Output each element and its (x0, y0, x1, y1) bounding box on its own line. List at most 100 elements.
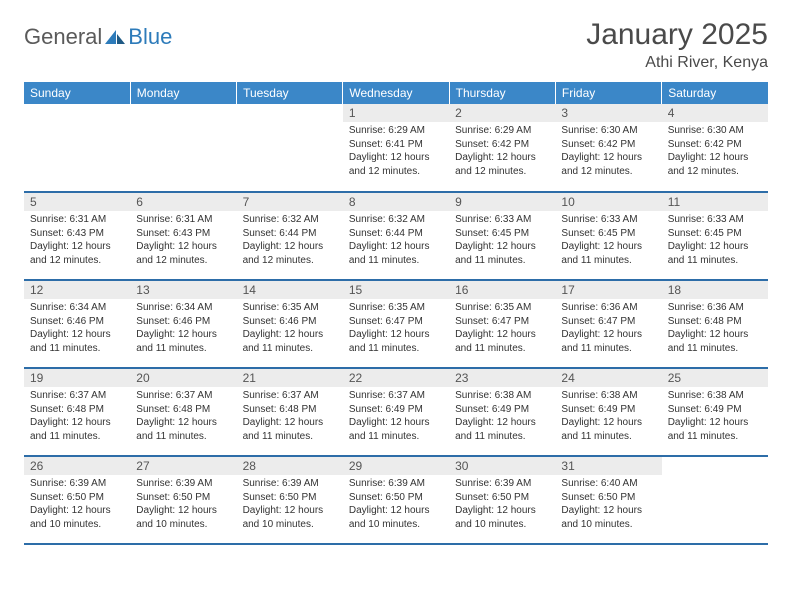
sunset-text: Sunset: 6:42 PM (455, 138, 549, 152)
day-info: Sunrise: 6:38 AMSunset: 6:49 PMDaylight:… (555, 387, 661, 447)
sunrise-text: Sunrise: 6:32 AM (349, 213, 443, 227)
calendar-day-cell: 6Sunrise: 6:31 AMSunset: 6:43 PMDaylight… (130, 192, 236, 280)
sunrise-text: Sunrise: 6:36 AM (668, 301, 762, 315)
day-info: Sunrise: 6:32 AMSunset: 6:44 PMDaylight:… (343, 211, 449, 271)
sunset-text: Sunset: 6:44 PM (243, 227, 337, 241)
sunset-text: Sunset: 6:48 PM (136, 403, 230, 417)
day-info: Sunrise: 6:35 AMSunset: 6:47 PMDaylight:… (449, 299, 555, 359)
calendar-day-cell (237, 104, 343, 192)
calendar-day-cell: 7Sunrise: 6:32 AMSunset: 6:44 PMDaylight… (237, 192, 343, 280)
sunset-text: Sunset: 6:49 PM (349, 403, 443, 417)
daylight-text: Daylight: 12 hours and 12 minutes. (136, 240, 230, 267)
sunset-text: Sunset: 6:45 PM (561, 227, 655, 241)
day-info: Sunrise: 6:35 AMSunset: 6:47 PMDaylight:… (343, 299, 449, 359)
weekday-header: Sunday (24, 82, 130, 104)
calendar-day-cell: 14Sunrise: 6:35 AMSunset: 6:46 PMDayligh… (237, 280, 343, 368)
sunrise-text: Sunrise: 6:33 AM (561, 213, 655, 227)
calendar-day-cell (24, 104, 130, 192)
daylight-text: Daylight: 12 hours and 11 minutes. (455, 416, 549, 443)
daylight-text: Daylight: 12 hours and 11 minutes. (668, 240, 762, 267)
weekday-header: Monday (130, 82, 236, 104)
logo-text-blue: Blue (128, 24, 172, 50)
sunset-text: Sunset: 6:46 PM (136, 315, 230, 329)
day-info: Sunrise: 6:30 AMSunset: 6:42 PMDaylight:… (662, 122, 768, 182)
sunrise-text: Sunrise: 6:34 AM (30, 301, 124, 315)
sunset-text: Sunset: 6:41 PM (349, 138, 443, 152)
day-info: Sunrise: 6:37 AMSunset: 6:48 PMDaylight:… (237, 387, 343, 447)
day-info: Sunrise: 6:34 AMSunset: 6:46 PMDaylight:… (24, 299, 130, 359)
day-number: 24 (555, 369, 661, 387)
sunset-text: Sunset: 6:50 PM (136, 491, 230, 505)
daylight-text: Daylight: 12 hours and 10 minutes. (455, 504, 549, 531)
sunrise-text: Sunrise: 6:38 AM (561, 389, 655, 403)
calendar-day-cell: 16Sunrise: 6:35 AMSunset: 6:47 PMDayligh… (449, 280, 555, 368)
day-number: 22 (343, 369, 449, 387)
calendar-day-cell: 3Sunrise: 6:30 AMSunset: 6:42 PMDaylight… (555, 104, 661, 192)
sunset-text: Sunset: 6:49 PM (668, 403, 762, 417)
sunset-text: Sunset: 6:46 PM (243, 315, 337, 329)
daylight-text: Daylight: 12 hours and 11 minutes. (668, 416, 762, 443)
daylight-text: Daylight: 12 hours and 11 minutes. (561, 328, 655, 355)
sunrise-text: Sunrise: 6:29 AM (455, 124, 549, 138)
sunset-text: Sunset: 6:43 PM (30, 227, 124, 241)
weekday-header: Wednesday (343, 82, 449, 104)
day-number: 26 (24, 457, 130, 475)
daylight-text: Daylight: 12 hours and 11 minutes. (243, 328, 337, 355)
calendar-day-cell: 5 Sunrise: 6:31 AMSunset: 6:43 PMDaylight… (24, 192, 130, 280)
weekday-header: Tuesday (237, 82, 343, 104)
sunset-text: Sunset: 6:43 PM (136, 227, 230, 241)
day-info: Sunrise: 6:33 AMSunset: 6:45 PMDaylight:… (555, 211, 661, 271)
calendar-day-cell: 23Sunrise: 6:38 AMSunset: 6:49 PMDayligh… (449, 368, 555, 456)
calendar-day-cell: 15Sunrise: 6:35 AMSunset: 6:47 PMDayligh… (343, 280, 449, 368)
sunrise-text: Sunrise: 6:31 AM (30, 213, 124, 227)
sunrise-text: Sunrise: 6:39 AM (243, 477, 337, 491)
sunset-text: Sunset: 6:49 PM (561, 403, 655, 417)
sunset-text: Sunset: 6:50 PM (561, 491, 655, 505)
day-info: Sunrise: 6:33 AMSunset: 6:45 PMDaylight:… (449, 211, 555, 271)
month-title: January 2025 (586, 18, 768, 52)
calendar-week-row: 19Sunrise: 6:37 AMSunset: 6:48 PMDayligh… (24, 368, 768, 456)
location: Athi River, Kenya (586, 54, 768, 72)
sunrise-text: Sunrise: 6:37 AM (30, 389, 124, 403)
sunrise-text: Sunrise: 6:32 AM (243, 213, 337, 227)
daylight-text: Daylight: 12 hours and 11 minutes. (30, 328, 124, 355)
daylight-text: Daylight: 12 hours and 12 minutes. (30, 240, 124, 267)
sunrise-text: Sunrise: 6:36 AM (561, 301, 655, 315)
day-number: 6 (130, 193, 236, 211)
daylight-text: Daylight: 12 hours and 11 minutes. (668, 328, 762, 355)
sunset-text: Sunset: 6:42 PM (561, 138, 655, 152)
sunrise-text: Sunrise: 6:39 AM (349, 477, 443, 491)
day-number: 5 (24, 193, 130, 211)
sunset-text: Sunset: 6:47 PM (349, 315, 443, 329)
calendar-day-cell: 29Sunrise: 6:39 AMSunset: 6:50 PMDayligh… (343, 456, 449, 544)
daylight-text: Daylight: 12 hours and 11 minutes. (561, 416, 655, 443)
calendar-day-cell: 18Sunrise: 6:36 AMSunset: 6:48 PMDayligh… (662, 280, 768, 368)
day-number: 28 (237, 457, 343, 475)
daylight-text: Daylight: 12 hours and 11 minutes. (349, 240, 443, 267)
calendar-day-cell (662, 456, 768, 544)
header: General Blue January 2025 Athi River, Ke… (24, 18, 768, 72)
calendar-day-cell (130, 104, 236, 192)
calendar-week-row: 5Sunrise: 6:31 AMSunset: 6:43 PMDaylight… (24, 192, 768, 280)
day-number: 7 (237, 193, 343, 211)
day-number (130, 104, 236, 122)
calendar-day-cell: 9Sunrise: 6:33 AMSunset: 6:45 PMDaylight… (449, 192, 555, 280)
calendar-day-cell: 11Sunrise: 6:33 AMSunset: 6:45 PMDayligh… (662, 192, 768, 280)
day-number: 31 (555, 457, 661, 475)
daylight-text: Daylight: 12 hours and 10 minutes. (136, 504, 230, 531)
day-number: 27 (130, 457, 236, 475)
day-number: 15 (343, 281, 449, 299)
logo-sail-icon (104, 29, 126, 45)
sunset-text: Sunset: 6:42 PM (668, 138, 762, 152)
daylight-text: Daylight: 12 hours and 10 minutes. (30, 504, 124, 531)
daylight-text: Daylight: 12 hours and 11 minutes. (136, 328, 230, 355)
day-info: Sunrise: 6:29 AMSunset: 6:41 PMDaylight:… (343, 122, 449, 182)
sunrise-text: Sunrise: 6:35 AM (243, 301, 337, 315)
sunset-text: Sunset: 6:46 PM (30, 315, 124, 329)
calendar-day-cell: 17Sunrise: 6:36 AMSunset: 6:47 PMDayligh… (555, 280, 661, 368)
day-info: Sunrise: 6:38 AMSunset: 6:49 PMDaylight:… (662, 387, 768, 447)
day-info: Sunrise: 6:37 AMSunset: 6:48 PMDaylight:… (130, 387, 236, 447)
day-info: Sunrise: 6:32 AMSunset: 6:44 PMDaylight:… (237, 211, 343, 271)
calendar-day-cell: 22Sunrise: 6:37 AMSunset: 6:49 PMDayligh… (343, 368, 449, 456)
sunset-text: Sunset: 6:50 PM (349, 491, 443, 505)
